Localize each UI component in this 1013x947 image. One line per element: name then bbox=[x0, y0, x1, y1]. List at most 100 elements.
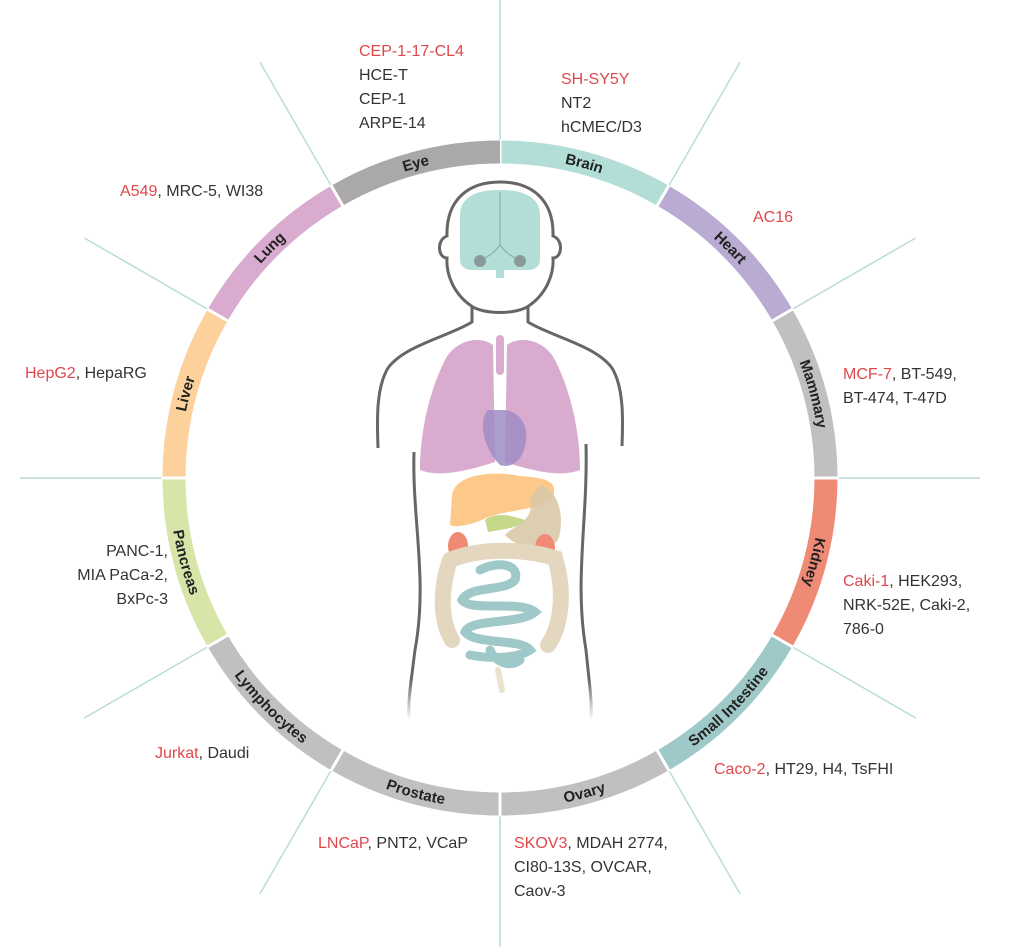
cell-line-row: NRK-52E, Caki-2, bbox=[843, 594, 970, 618]
large-intestine-organ bbox=[434, 542, 569, 653]
left-torso-outline bbox=[407, 451, 422, 721]
ring-segment-brain bbox=[499, 140, 669, 206]
segment-gap bbox=[206, 633, 230, 649]
cell-lines-kidney: Caki-1, HEK293, NRK-52E, Caki-2, 786-0 bbox=[843, 570, 970, 642]
cell-lines-lung: A549, MRC-5, WI38 bbox=[120, 180, 263, 204]
segment-gap bbox=[655, 748, 671, 772]
cell-line-row: MIA PaCa-2, bbox=[77, 564, 168, 588]
ring-segment-kidney bbox=[772, 477, 838, 647]
cell-line-row: AC16 bbox=[753, 206, 793, 230]
ring-segment-lung bbox=[207, 185, 343, 321]
segment-gap bbox=[770, 633, 794, 649]
cell-line-text: NRK-52E, Caki-2, bbox=[843, 597, 971, 614]
highlighted-cell-line: MCF-7 bbox=[843, 366, 892, 383]
cell-line-text: , PNT2, VCaP bbox=[367, 835, 468, 852]
cell-line-text: HCE-T bbox=[359, 67, 408, 84]
cell-lines-eye: CEP-1-17-CL4 HCE-T CEP-1 ARPE-14 bbox=[359, 40, 464, 136]
cell-line-text: CI80-13S, OVCAR, bbox=[514, 859, 652, 876]
left-shoulder-outline bbox=[375, 306, 474, 449]
highlighted-cell-line: HepG2 bbox=[25, 365, 76, 382]
ring-segment-heart bbox=[657, 185, 793, 321]
cell-lines-prostate: LNCaP, PNT2, VCaP bbox=[318, 832, 468, 856]
cell-line-row: hCMEC/D3 bbox=[561, 116, 642, 140]
ring-segment-eye bbox=[331, 140, 501, 206]
divider-lines bbox=[20, 0, 980, 947]
segment-gap bbox=[770, 307, 794, 323]
cell-line-text: BT-474, T-47D bbox=[843, 390, 947, 407]
cell-line-row: PANC-1, bbox=[77, 540, 168, 564]
segment-gap bbox=[329, 748, 345, 772]
cell-line-row: SKOV3, MDAH 2774, bbox=[514, 832, 668, 856]
cell-line-text: 786-0 bbox=[843, 621, 884, 638]
lungs-organ bbox=[420, 340, 580, 474]
cell-line-row: SH-SY5Y bbox=[561, 68, 642, 92]
cell-line-text: , HepaRG bbox=[75, 365, 147, 382]
divider-line bbox=[791, 237, 917, 310]
head-outline bbox=[438, 180, 562, 314]
cell-line-row: A549, MRC-5, WI38 bbox=[120, 180, 263, 204]
ring-segment-small-intestine bbox=[657, 635, 793, 771]
ring-segment-pancreas bbox=[162, 477, 228, 647]
cell-line-row: 786-0 bbox=[843, 618, 970, 642]
cell-line-row: Caki-1, HEK293, bbox=[843, 570, 970, 594]
cell-line-row: NT2 bbox=[561, 92, 642, 116]
ring-label-small-intestine: Small Intestine bbox=[685, 663, 772, 749]
cell-line-text: BxPc-3 bbox=[116, 591, 168, 608]
cell-lines-liver: HepG2, HepaRG bbox=[25, 362, 147, 386]
cell-line-row: BT-474, T-47D bbox=[843, 387, 957, 411]
cell-line-text: Caov-3 bbox=[514, 883, 566, 900]
highlighted-cell-line: CEP-1-17-CL4 bbox=[359, 43, 464, 60]
cell-line-text: , HT29, H4, TsFHI bbox=[765, 761, 894, 778]
brain-detail bbox=[474, 255, 486, 267]
cell-line-text: PANC-1, bbox=[106, 543, 168, 560]
ring-segment-liver bbox=[162, 309, 228, 479]
stomach-organ bbox=[505, 485, 561, 550]
divider-line bbox=[259, 769, 332, 895]
cell-line-row: MCF-7, BT-549, bbox=[843, 363, 957, 387]
cell-lines-small-intestine: Caco-2, HT29, H4, TsFHI bbox=[714, 758, 893, 782]
cell-line-row: Caco-2, HT29, H4, TsFHI bbox=[714, 758, 893, 782]
cell-lines-lymphocytes: Jurkat, Daudi bbox=[155, 742, 249, 766]
highlighted-cell-line: Caco-2 bbox=[714, 761, 766, 778]
highlighted-cell-line: Caki-1 bbox=[843, 573, 890, 590]
cell-line-row: ARPE-14 bbox=[359, 112, 464, 136]
rectum bbox=[495, 667, 505, 693]
ring-label-eye: Eye bbox=[400, 152, 430, 175]
ring-segment-lymphocytes bbox=[207, 635, 343, 771]
cell-lines-pancreas: PANC-1, MIA PaCa-2, BxPc-3 bbox=[77, 540, 168, 612]
cell-line-row: CI80-13S, OVCAR, bbox=[514, 856, 668, 880]
divider-line bbox=[83, 237, 209, 310]
cell-line-row: HepG2, HepaRG bbox=[25, 362, 147, 386]
ring-label-lymphocytes: Lymphocytes bbox=[231, 667, 311, 747]
divider-line bbox=[668, 61, 741, 187]
cell-line-text: ARPE-14 bbox=[359, 115, 426, 132]
liver-organ bbox=[450, 473, 555, 527]
cell-line-text: MIA PaCa-2, bbox=[77, 567, 168, 584]
cell-line-text: NT2 bbox=[561, 95, 592, 112]
trachea bbox=[496, 335, 504, 375]
highlighted-cell-line: LNCaP bbox=[318, 835, 368, 852]
highlighted-cell-line: A549 bbox=[120, 183, 158, 200]
highlighted-cell-line: SKOV3 bbox=[514, 835, 568, 852]
cell-line-row: HCE-T bbox=[359, 64, 464, 88]
cell-line-text: , BT-549, bbox=[891, 366, 957, 383]
cell-line-row: BxPc-3 bbox=[77, 588, 168, 612]
cell-line-text: , MRC-5, WI38 bbox=[157, 183, 264, 200]
highlighted-cell-line: SH-SY5Y bbox=[561, 71, 630, 88]
highlighted-cell-line: Jurkat bbox=[155, 745, 199, 762]
cell-line-row: CEP-1 bbox=[359, 88, 464, 112]
ring-segment-ovary bbox=[499, 750, 669, 816]
cell-line-text: , HEK293, bbox=[889, 573, 963, 590]
right-shoulder-outline bbox=[526, 306, 625, 447]
cell-line-text: , Daudi bbox=[198, 745, 250, 762]
cell-line-row: CEP-1-17-CL4 bbox=[359, 40, 464, 64]
human-body-illustration bbox=[375, 180, 625, 721]
cell-line-row: LNCaP, PNT2, VCaP bbox=[318, 832, 468, 856]
small-intestine-organ bbox=[456, 560, 543, 669]
pancreas-organ bbox=[485, 515, 525, 532]
cell-line-text: hCMEC/D3 bbox=[561, 119, 642, 136]
divider-line bbox=[259, 61, 332, 187]
ring-segment-prostate bbox=[331, 750, 501, 816]
